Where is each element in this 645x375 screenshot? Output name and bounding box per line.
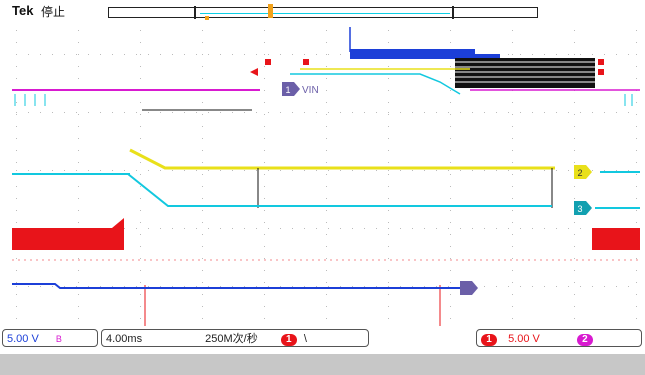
- bandwidth-limit-icon: B: [55, 334, 62, 344]
- sample-rate-value: 250M次/秒: [205, 333, 258, 345]
- expansion-point-icon: [205, 16, 209, 20]
- acquisition-state: 停止: [41, 5, 66, 19]
- ch1-scale-readout[interactable]: 5.00 V B: [2, 329, 98, 347]
- ch1-secondary-scale: 5.00 V: [508, 333, 540, 345]
- ch3-ground-marker[interactable]: 3: [574, 201, 592, 215]
- ch1-marker-label: 1: [285, 85, 290, 95]
- bottom-menu-strip: [0, 354, 645, 375]
- ch1-waveform: [12, 218, 640, 326]
- view-window-line: [200, 13, 450, 14]
- ch2-waveform: [129, 148, 555, 208]
- ch1-marker-text: VIN: [302, 85, 319, 96]
- ch2-marker-label: 2: [577, 168, 582, 178]
- record-length-bar: [108, 7, 538, 18]
- brand-logo: Tek: [12, 3, 34, 18]
- trigger-position-icon[interactable]: [268, 4, 273, 18]
- waveform-display[interactable]: 1 VIN 2 3: [0, 22, 645, 326]
- ch1-secondary-readout[interactable]: 1 5.00 V 2: [476, 329, 642, 347]
- ch3-marker-label: 3: [577, 204, 582, 214]
- ch2-ground-marker[interactable]: 2: [574, 165, 592, 179]
- ch1-scale-value: 5.00 V: [7, 333, 39, 345]
- trigger-slope-icon: \: [303, 333, 307, 345]
- trigger-level-icon[interactable]: [250, 68, 258, 76]
- ch1-badge: 1: [481, 334, 497, 346]
- math-waveform: [12, 68, 640, 111]
- cursor-markers: [265, 59, 604, 75]
- view-window-bracket[interactable]: [194, 6, 454, 19]
- ch4-low-waveform: [12, 283, 460, 289]
- ch1-ground-marker[interactable]: 1 VIN: [282, 82, 319, 96]
- timebase-readout[interactable]: 4.00ms 250M次/秒 1 \: [101, 329, 369, 347]
- top-status-bar: Tek 停止: [0, 0, 645, 22]
- ref-ground-marker[interactable]: [460, 281, 478, 295]
- trigger-channel-badge: 1: [280, 334, 297, 346]
- ch3-waveform: [12, 171, 640, 209]
- timebase-value: 4.00ms: [106, 333, 143, 345]
- ch4-waveform: [349, 27, 595, 88]
- ch2-badge: 2: [576, 334, 593, 346]
